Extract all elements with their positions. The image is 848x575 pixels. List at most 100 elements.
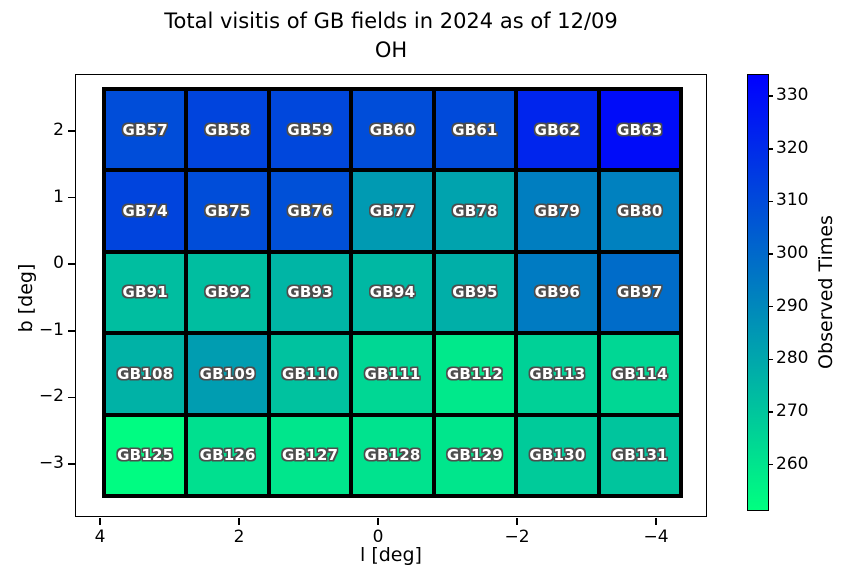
heatmap-cell-label: GB93 [287,283,333,302]
y-tick-label: −2 [38,386,64,407]
heatmap-cell: GB93 [268,251,352,334]
y-tick-label: 1 [53,186,64,207]
x-axis-label: l [deg] [360,544,422,566]
heatmap-cell-label: GB61 [452,120,498,139]
y-tick-mark [67,130,75,132]
colorbar-tick-mark [768,147,773,150]
chart-subtitle: OH [374,37,408,62]
x-tick-mark [655,518,657,525]
y-tick-mark [67,396,75,399]
heatmap-cell: GB61 [433,89,517,171]
heatmap-cell: GB111 [351,333,434,415]
heatmap-cell: GB109 [186,333,269,415]
heatmap-cell-label: GB58 [204,120,251,139]
heatmap-cell-label: GB78 [452,202,498,221]
heatmap-cell: GB57 [104,89,187,171]
heatmap-cell: GB76 [268,170,352,252]
x-tick-label: 0 [372,527,384,547]
heatmap-cell-label: GB96 [534,283,581,302]
heatmap-cell: GB91 [104,251,187,334]
colorbar-tick-label: 310 [776,190,809,211]
y-axis-label: b [deg] [15,263,37,333]
plot-area: GB57 GB58 GB59 GB60 GB61 GB62 GB63 GB74 GB75 GB76… [39,74,707,547]
heatmap-cell: GB131 [598,414,681,496]
heatmap-cell-label: GB79 [534,202,581,221]
heatmap-cell-label: GB94 [369,283,416,302]
heatmap-cell-label: GB111 [364,364,421,383]
chart-title: Total visitis of GB fields in 2024 as of… [164,9,618,33]
colorbar-tick-mark [768,200,773,203]
heatmap-cell-label: GB114 [611,364,668,383]
x-tick-mark [377,518,379,525]
heatmap-cell: GB114 [598,333,681,415]
colorbar-tick-label: 280 [776,348,809,369]
colorbar-tick-mark [768,95,773,97]
heatmap-cell: GB108 [104,333,187,415]
heatmap-cell-label: GB131 [611,446,668,465]
x-tick-label: −2 [504,527,530,547]
heatmap-cell: GB63 [598,89,681,171]
heatmap-cell: GB96 [516,251,599,334]
heatmap-cell-label: GB110 [282,364,339,383]
x-tick-mark [99,518,101,525]
colorbar-tick-label: 300 [776,243,809,263]
heatmap-cell-label: GB108 [117,364,174,383]
y-tick-label: 2 [53,120,64,140]
x-tick-mark [238,518,240,525]
colorbar-tick-label: 270 [776,400,809,421]
heatmap-cell-label: GB59 [287,120,333,139]
heatmap-cell: GB95 [433,251,517,334]
heatmap-cell-label: GB80 [617,202,663,221]
heatmap-cell: GB112 [433,333,517,415]
heatmap-cell: GB92 [186,251,269,334]
heatmap-cell-label: GB125 [117,446,174,465]
heatmap-cell: GB113 [516,333,599,415]
heatmap-cell-label: GB60 [369,120,416,139]
heatmap-cell-label: GB63 [617,120,663,139]
heatmap-cell: GB58 [186,89,269,171]
heatmap-cell: GB59 [268,89,352,171]
heatmap-cell-label: GB129 [446,446,503,465]
heatmap-cell-label: GB97 [617,283,663,302]
y-tick-mark [67,330,75,332]
heatmap-cell-label: GB109 [199,364,256,383]
heatmap-cell: GB127 [268,414,352,496]
heatmap-cell-label: GB75 [204,202,251,221]
x-tick-label: 4 [94,527,106,547]
heatmap-cell: GB130 [516,414,599,496]
heatmap-cell-label: GB95 [452,283,498,302]
heatmap-cell-label: GB77 [369,202,416,221]
colorbar-tick-mark [768,358,773,361]
heatmap-cell: GB78 [433,170,517,252]
heatmap-cell-label: GB113 [529,364,586,383]
colorbar-tick-label: 330 [776,85,809,106]
heatmap-cell: GB60 [351,89,434,171]
heatmap-cell-label: GB74 [122,202,168,221]
heatmap-cell: GB79 [516,170,599,252]
colorbar-tick-mark [768,305,773,308]
heatmap-cell-label: GB128 [364,446,421,465]
heatmap-cell: GB75 [186,170,269,252]
heatmap-cell-label: GB92 [204,283,251,302]
chart-title-block: Total visitis of GB fields in 2024 as of… [75,7,707,65]
x-tick-label: −4 [643,527,669,547]
y-tick-label: −1 [38,319,64,340]
colorbar-tick-mark [768,253,773,255]
heatmap-cell: GB125 [104,414,187,496]
x-tick-mark [516,518,518,525]
heatmap-cell-label: GB130 [529,446,586,465]
y-tick-mark [67,263,75,265]
heatmap-cell: GB74 [104,170,187,252]
colorbar-tick-label: 320 [776,137,809,158]
heatmap-cell: GB97 [598,251,681,334]
heatmap-cell: GB110 [268,333,352,415]
heatmap-cell-label: GB126 [199,446,256,465]
heatmap-cell-label: GB62 [534,120,581,139]
y-tick-mark [67,196,75,199]
heatmap-cell-label: GB112 [446,364,503,383]
colorbar-tick-mark [768,463,773,466]
heatmap-cell-label: GB127 [282,446,339,465]
x-tick-label: 2 [233,527,245,547]
heatmap-cell: GB80 [598,170,681,252]
